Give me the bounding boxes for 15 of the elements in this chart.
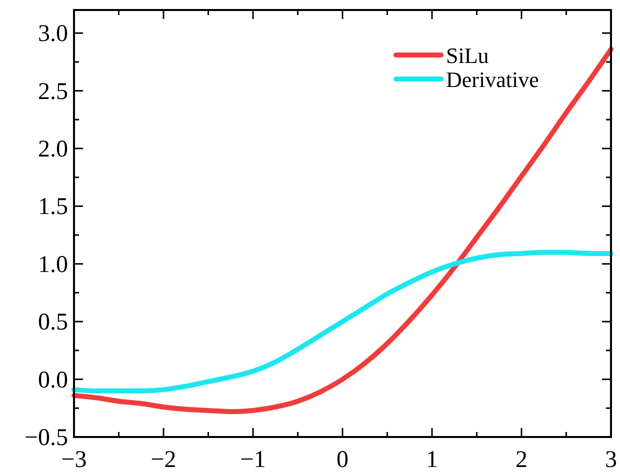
x-tick-label: 2 [516, 447, 528, 473]
legend-label: SiLu [446, 43, 489, 68]
y-tick-label: 1.0 [38, 252, 68, 278]
legend-label: Derivative [446, 67, 539, 92]
y-tick-label: 0.5 [38, 310, 68, 336]
y-tick-label: 2.5 [38, 78, 68, 105]
y-tick-label: 1.5 [38, 194, 68, 220]
x-tick-label: −2 [150, 447, 176, 473]
y-tick-label: 3.0 [38, 21, 68, 48]
x-tick-label: 3 [605, 447, 617, 473]
x-tick-label: 1 [426, 447, 438, 473]
y-tick-label: 0.0 [38, 367, 68, 394]
x-tick-label: −1 [240, 447, 266, 473]
y-tick-label: 2.0 [38, 136, 68, 162]
x-tick-label: 0 [336, 447, 348, 473]
